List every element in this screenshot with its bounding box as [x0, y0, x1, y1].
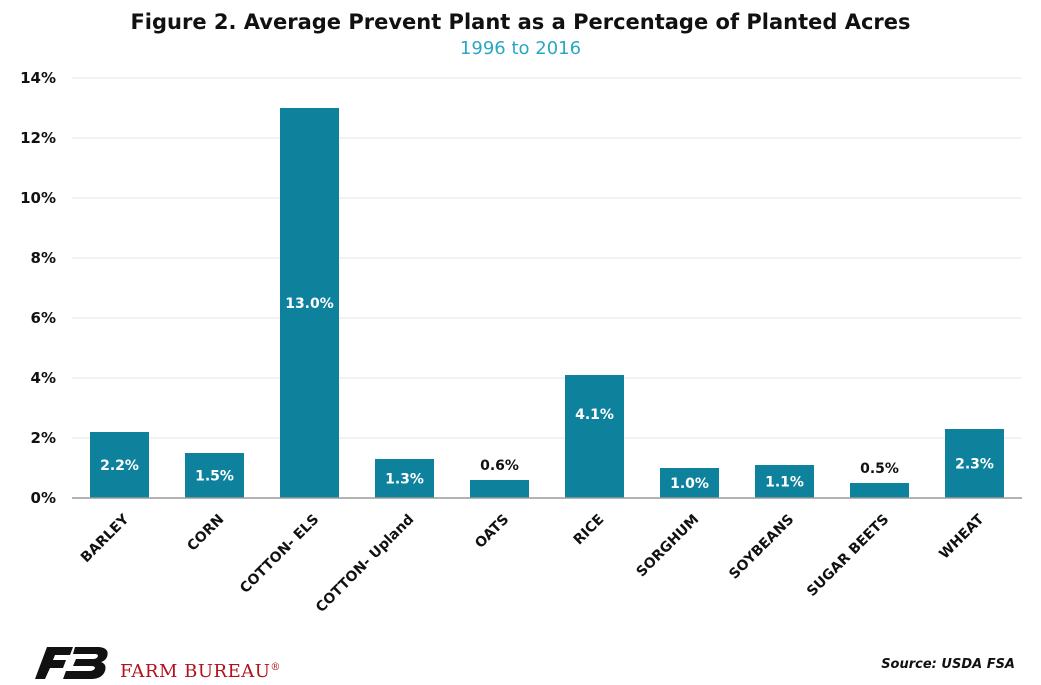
bar — [945, 429, 1004, 498]
x-category-label: SUGAR BEETS — [804, 512, 892, 600]
y-tick-label: 4% — [31, 369, 56, 387]
y-tick-label: 2% — [31, 429, 56, 447]
source-note: Source: USDA FSA — [881, 657, 1015, 672]
farm-bureau-wordmark: FARM BUREAU® — [120, 661, 281, 682]
x-category-label: COTTON- ELS — [237, 512, 322, 597]
y-tick-label: 8% — [31, 249, 56, 267]
data-label: 1.1% — [765, 475, 804, 491]
x-category-label: BARLEY — [78, 511, 133, 566]
x-category-label: CORN — [184, 512, 227, 555]
data-label: 13.0% — [285, 296, 334, 312]
data-label: 0.5% — [860, 461, 899, 477]
bar — [565, 375, 624, 498]
bar — [755, 465, 814, 498]
y-tick-label: 12% — [20, 129, 56, 147]
data-label: 2.2% — [100, 458, 139, 474]
x-category-label: OATS — [472, 512, 512, 552]
x-category-label: RICE — [571, 512, 608, 549]
data-label: 1.5% — [195, 469, 234, 485]
x-category-label: SORGHUM — [634, 512, 703, 581]
data-label: 2.3% — [955, 457, 994, 473]
x-category-label: WHEAT — [936, 511, 987, 562]
y-tick-label: 10% — [20, 189, 56, 207]
y-tick-label: 0% — [31, 489, 56, 507]
bar — [470, 480, 529, 498]
bar — [660, 468, 719, 498]
x-category-label: SOYBEANS — [726, 512, 797, 583]
bar — [185, 453, 244, 498]
farm-bureau-logo-icon — [35, 647, 108, 679]
data-label: 1.3% — [385, 472, 424, 488]
chart-subtitle: 1996 to 2016 — [459, 38, 582, 59]
chart-title: Figure 2. Average Prevent Plant as a Per… — [130, 10, 911, 34]
bar — [90, 432, 149, 498]
x-category-label: COTTON- Upland — [313, 512, 417, 616]
bar — [280, 108, 339, 498]
data-label: 1.0% — [670, 476, 709, 492]
y-tick-label: 6% — [31, 309, 56, 327]
y-tick-label: 14% — [20, 69, 56, 87]
bar — [375, 459, 434, 498]
bar-chart: 0% 2% 4% 6% 8% 10% 12% 14% 2.2% BARLEY 1.5% CORN 13.… — [20, 69, 1022, 616]
bar — [850, 483, 909, 498]
data-label: 0.6% — [480, 458, 519, 474]
data-label: 4.1% — [575, 407, 614, 423]
